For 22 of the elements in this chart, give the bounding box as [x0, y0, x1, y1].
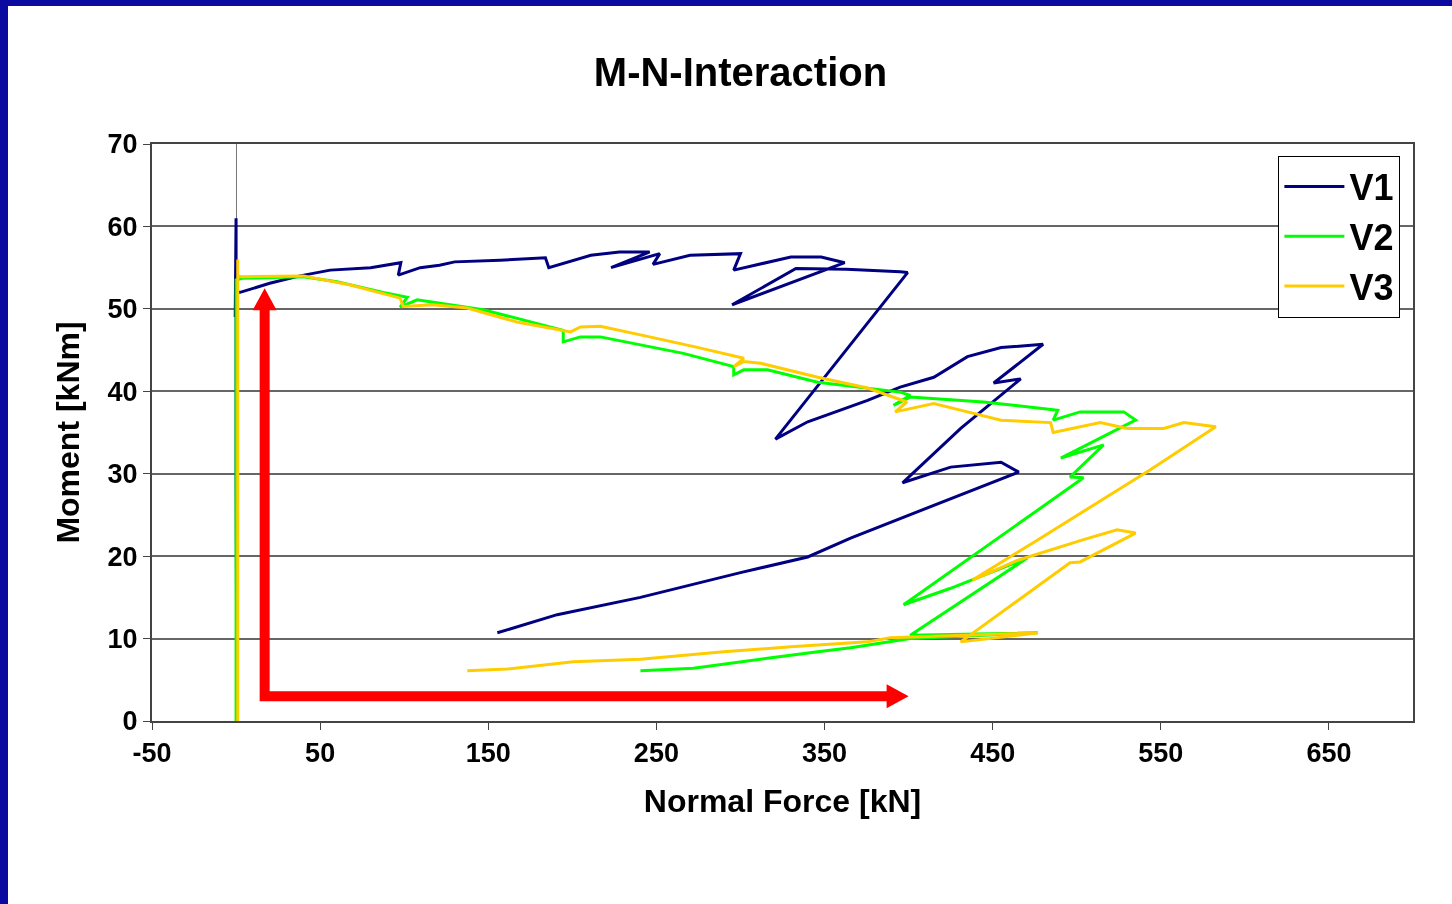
x-tick-label: 250: [633, 738, 679, 769]
x-tick-label: 550: [1138, 738, 1184, 769]
y-tick-label: 20: [107, 541, 138, 572]
x-tick-label: 50: [305, 738, 336, 769]
x-tick-label: 350: [802, 738, 848, 769]
chart-title: M-N-Interaction: [593, 50, 888, 95]
y-tick-label: 10: [107, 624, 138, 655]
y-axis-title: Moment [kNm]: [50, 321, 87, 544]
legend-label: V3: [1349, 267, 1394, 309]
y-tick-label: 70: [107, 129, 138, 160]
x-tick-label: 650: [1306, 738, 1352, 769]
x-tick-label: 450: [970, 738, 1016, 769]
y-tick-label: 0: [122, 706, 138, 737]
x-axis-title: Normal Force [kN]: [643, 782, 922, 819]
y-tick-label: 60: [107, 211, 138, 242]
y-tick-label: 30: [107, 459, 138, 490]
legend-label: V1: [1349, 167, 1394, 209]
y-tick-label: 40: [107, 376, 138, 407]
x-tick-label: -50: [132, 738, 172, 769]
y-tick-label: 50: [107, 294, 138, 325]
x-tick-label: 150: [465, 738, 511, 769]
legend-label: V2: [1349, 217, 1394, 259]
